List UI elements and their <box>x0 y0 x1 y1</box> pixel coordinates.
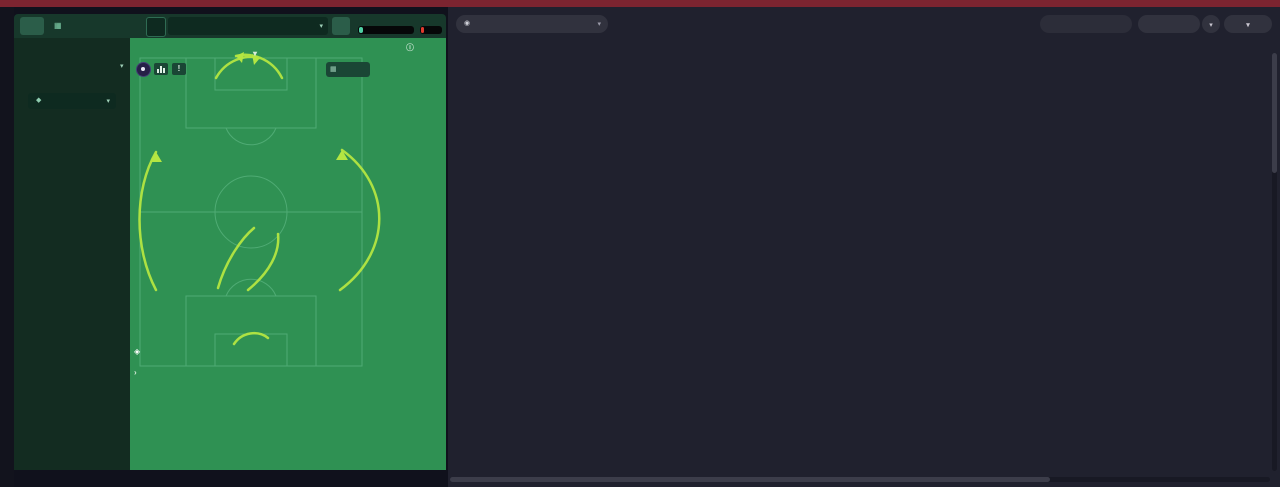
view-selector-dropdown[interactable]: ◉ ▾ <box>456 15 608 33</box>
recent-matches-analysis-title[interactable]: › <box>134 368 137 377</box>
chevron-down-icon: ▾ <box>597 21 601 28</box>
chart-icon-button[interactable] <box>154 63 168 75</box>
analysis-button[interactable]: ▦ <box>326 62 370 77</box>
tactic-selector-dropdown[interactable]: ▾ <box>168 17 328 35</box>
grid-icon: ▦ <box>330 66 337 73</box>
chevron-down-icon: ▾ <box>1246 22 1250 29</box>
add-tactic-button[interactable] <box>332 17 350 35</box>
intensity-meter-marker <box>421 27 424 33</box>
info-icon: ⓘ <box>406 43 414 52</box>
table-body <box>448 53 1272 477</box>
intensity-meter <box>420 26 442 34</box>
window-left-edge <box>0 7 14 487</box>
grid-icon: ▦ <box>54 21 62 30</box>
eye-icon: ◉ <box>464 20 471 27</box>
quick-pick-dropdown-button[interactable]: ▾ <box>1202 15 1220 33</box>
selection-panel: ◉ ▾ ▾ ▾ <box>448 7 1280 487</box>
familiarity-meter <box>358 26 414 34</box>
alert-icon-button[interactable]: ! <box>172 63 186 75</box>
filter-button[interactable]: ▾ <box>1224 15 1272 33</box>
chevron-down-icon[interactable]: ▾ <box>120 63 124 70</box>
horizontal-scrollbar[interactable] <box>450 477 1270 482</box>
pitch-area: ▾ ⓘ ! ▦ ◈ › <box>130 38 446 470</box>
chevron-right-icon: › <box>134 368 137 377</box>
chevron-down-icon: ▾ <box>252 49 257 58</box>
formation-name[interactable]: ▾ <box>130 48 380 59</box>
chevron-down-icon: ▾ <box>106 98 110 105</box>
movement-arrows <box>138 53 381 346</box>
tactics-topbar: ▦ ▾ <box>14 14 446 38</box>
selection-advice-button[interactable] <box>1040 15 1132 33</box>
chevron-down-icon: ▾ <box>1209 22 1213 29</box>
tactic-slot-badge[interactable] <box>146 17 166 37</box>
quick-pick-button[interactable] <box>1138 15 1200 33</box>
mentality-icon: ◆ <box>36 97 42 104</box>
chevron-down-icon: ▾ <box>319 23 323 30</box>
window-titlebar <box>0 0 1280 7</box>
familiarity-meter-marker <box>359 27 363 33</box>
subs-label: ⓘ <box>380 42 440 53</box>
mentality-dropdown[interactable]: ◆ ▾ <box>28 93 116 109</box>
diamond-icon: ◈ <box>134 347 141 356</box>
kit-icon-button[interactable] <box>136 62 151 77</box>
arrow-heads <box>150 52 348 162</box>
collapse-sidebar-button[interactable] <box>20 17 44 35</box>
pitch-markings <box>138 52 381 367</box>
tactics-sidebar: ▾ ◆ ▾ <box>14 38 130 470</box>
vertical-scrollbar[interactable] <box>1272 53 1277 471</box>
team-fluidity-value: ◈ <box>134 346 140 356</box>
